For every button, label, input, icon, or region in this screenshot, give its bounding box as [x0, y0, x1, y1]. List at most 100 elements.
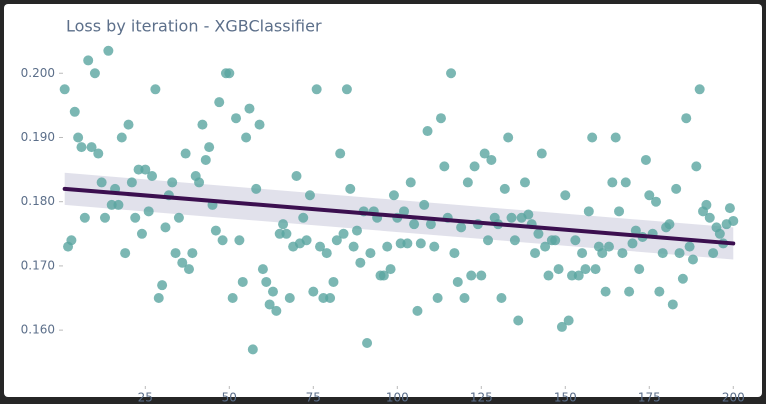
point: [422, 126, 433, 137]
point: [79, 212, 90, 223]
point: [140, 164, 151, 175]
point: [66, 235, 77, 246]
point: [96, 177, 107, 188]
point: [409, 219, 420, 230]
point: [627, 238, 638, 249]
point: [483, 235, 494, 246]
point: [177, 257, 188, 268]
point: [556, 321, 567, 332]
point: [429, 241, 440, 252]
point: [130, 212, 141, 223]
point: [89, 68, 100, 79]
point: [123, 119, 134, 130]
point: [284, 293, 295, 304]
point: [425, 219, 436, 230]
point: [355, 257, 366, 268]
point: [382, 241, 393, 252]
point: [257, 264, 268, 275]
point: [435, 113, 446, 124]
point: [536, 148, 547, 159]
point: [580, 264, 591, 275]
point: [244, 103, 255, 114]
point: [687, 254, 698, 265]
point: [466, 270, 477, 281]
point: [560, 190, 571, 201]
point: [456, 222, 467, 233]
point: [210, 225, 221, 236]
point: [570, 235, 581, 246]
point: [590, 264, 601, 275]
point: [624, 286, 635, 297]
point: [563, 315, 574, 326]
point: [311, 84, 322, 95]
x-tick-label: 100: [386, 391, 409, 404]
point: [267, 286, 278, 297]
point: [194, 177, 205, 188]
point: [446, 68, 457, 79]
point: [126, 177, 137, 188]
x-tick-label: 150: [554, 391, 577, 404]
y-tick-label: 0.160: [21, 323, 55, 337]
point: [681, 113, 692, 124]
point: [378, 270, 389, 281]
point: [617, 248, 628, 259]
point: [614, 206, 625, 217]
point: [217, 235, 228, 246]
point: [630, 225, 641, 236]
point: [338, 228, 349, 239]
point: [183, 264, 194, 275]
point: [321, 248, 332, 259]
point: [439, 161, 450, 172]
point: [254, 119, 265, 130]
point: [597, 248, 608, 259]
point: [634, 264, 645, 275]
x-tick-label: 200: [722, 391, 745, 404]
point: [224, 68, 235, 79]
point: [351, 225, 362, 236]
point: [271, 305, 282, 316]
point: [365, 248, 376, 259]
point: [214, 97, 225, 108]
point: [331, 235, 342, 246]
point: [301, 235, 312, 246]
point: [415, 238, 426, 249]
point: [701, 199, 712, 210]
point: [278, 219, 289, 230]
point: [412, 305, 423, 316]
point: [704, 212, 715, 223]
point: [671, 183, 682, 194]
point: [341, 84, 352, 95]
x-tick-label: 50: [222, 391, 237, 404]
point: [251, 183, 262, 194]
point: [315, 241, 326, 252]
point: [513, 315, 524, 326]
point: [694, 84, 705, 95]
point: [231, 113, 242, 124]
point: [620, 177, 631, 188]
point: [496, 293, 507, 304]
point: [476, 270, 487, 281]
point: [651, 196, 662, 207]
point: [603, 241, 614, 252]
point: [103, 45, 114, 56]
point: [200, 154, 211, 165]
point: [204, 142, 215, 153]
point: [83, 55, 94, 66]
point: [405, 177, 416, 188]
point: [573, 270, 584, 281]
y-tick-label: 0.200: [21, 66, 55, 80]
point: [120, 248, 131, 259]
point: [449, 248, 460, 259]
x-tick-label: 25: [138, 391, 153, 404]
point: [345, 183, 356, 194]
point: [402, 238, 413, 249]
point: [509, 235, 520, 246]
point: [452, 276, 463, 287]
point: [684, 241, 695, 252]
point: [113, 199, 124, 210]
point: [577, 248, 588, 259]
point: [281, 228, 292, 239]
point: [499, 183, 510, 194]
point: [170, 248, 181, 259]
